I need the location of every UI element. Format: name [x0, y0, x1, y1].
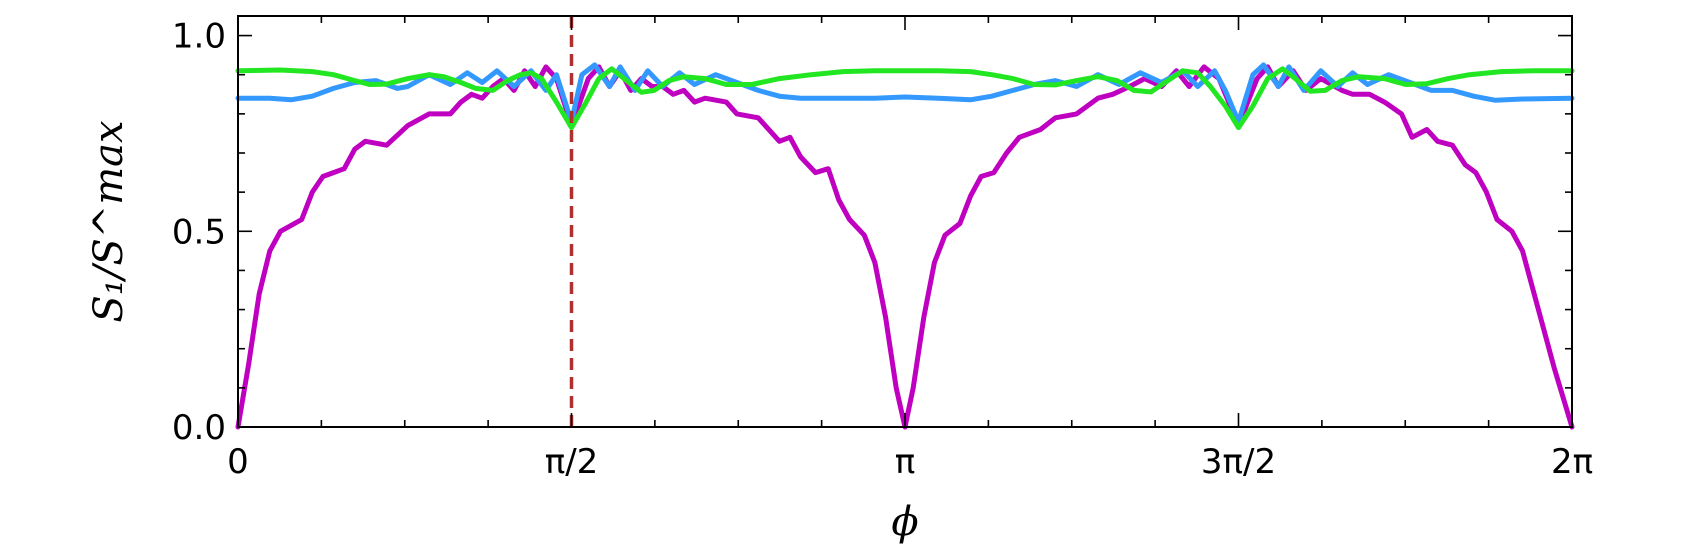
series-line-2: [235, 62, 1575, 125]
y-tick-label: 0.0: [172, 408, 226, 448]
y-tick-label: 1.0: [172, 17, 226, 57]
x-tick-label: 3π/2: [1201, 442, 1276, 482]
y-axis-title: S₁/S^max: [86, 120, 132, 322]
x-tick-label: 2π: [1551, 442, 1593, 482]
series-layer: [235, 62, 1575, 430]
plot-frame: [237, 15, 1573, 428]
y-tick-label: 0.5: [172, 212, 226, 252]
x-axis-title: ϕ: [891, 499, 918, 545]
x-tick-label: π: [895, 442, 915, 482]
x-tick-label: 0: [227, 442, 249, 482]
series-line-3: [235, 66, 1575, 131]
tick-labels: 0 π/2 π 3π/2 2π 0.0 0.5 1.0: [172, 17, 1593, 482]
series-line-1: [235, 64, 1575, 430]
x-tick-label: π/2: [545, 442, 599, 482]
